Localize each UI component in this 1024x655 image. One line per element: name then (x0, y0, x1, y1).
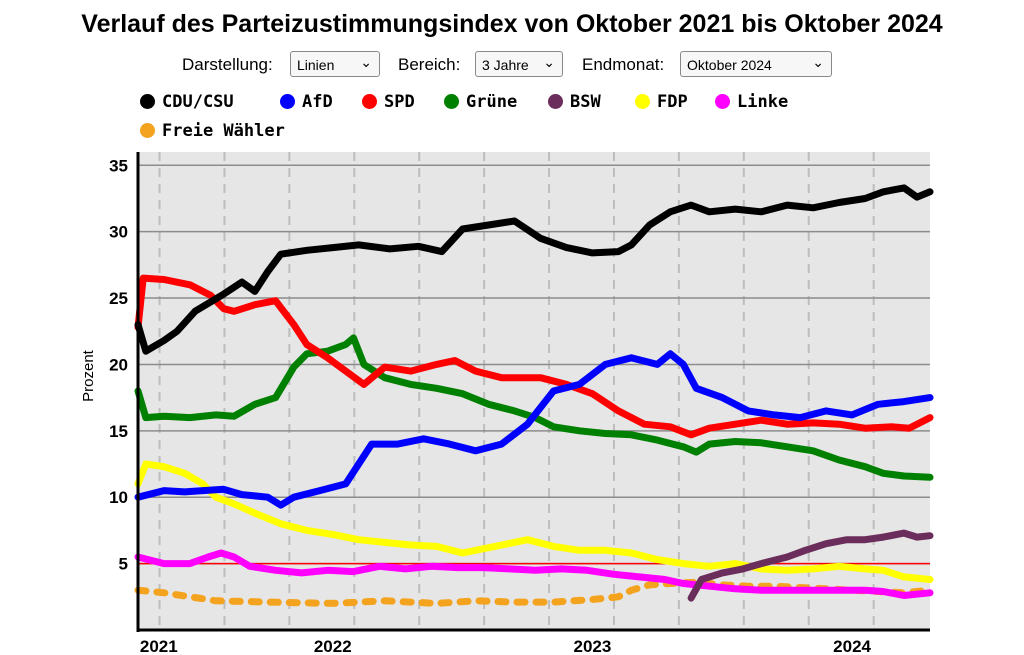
legend-swatch (635, 94, 650, 109)
legend-item[interactable]: Grüne (444, 92, 517, 112)
legend-label: FDP (657, 92, 688, 112)
legend-label: BSW (570, 92, 601, 112)
legend-item[interactable]: CDU/CSU (140, 92, 234, 112)
x-tick-label: 2022 (314, 637, 352, 655)
legend-swatch (444, 94, 459, 109)
legend-label: SPD (384, 92, 415, 112)
y-tick-label: 35 (109, 156, 128, 175)
legend-swatch (715, 94, 730, 109)
legend-item[interactable]: SPD (362, 92, 415, 112)
y-tick-label: 10 (109, 488, 128, 507)
y-tick-label: 20 (109, 355, 128, 374)
chevron-down-icon: ⌄ (543, 54, 555, 70)
chevron-down-icon: ⌄ (360, 54, 372, 70)
darstellung-value: Linien (297, 57, 335, 73)
darstellung-label: Darstellung: (182, 55, 273, 74)
legend-swatch (280, 94, 295, 109)
series-line (134, 549, 934, 599)
endmonat-label: Endmonat: (582, 55, 665, 74)
bereich-label: Bereich: (398, 55, 461, 74)
darstellung-select[interactable]: Linien ⌄ (290, 51, 380, 77)
series-line (687, 529, 934, 602)
series-line (134, 334, 934, 481)
series-line (134, 274, 934, 439)
legend-item[interactable]: FDP (635, 92, 688, 112)
endmonat-select[interactable]: Oktober 2024 ⌄ (680, 51, 832, 77)
y-tick-label: 5 (119, 555, 128, 574)
legend-label: Linke (737, 92, 789, 112)
y-tick-label: 25 (109, 289, 128, 308)
chevron-down-icon: ⌄ (812, 54, 824, 70)
plot-background (138, 152, 930, 630)
series-line (134, 184, 934, 355)
series-line (134, 460, 934, 583)
legend-label: Grüne (466, 92, 518, 112)
controls-bar: Darstellung: Linien ⌄ Bereich: 3 Jahre ⌄… (0, 51, 1024, 79)
x-tick-label: 2023 (574, 637, 612, 655)
x-tick-label: 2021 (140, 637, 178, 655)
legend-label: AfD (302, 92, 333, 112)
legend-swatch (548, 94, 563, 109)
legend-item[interactable]: Freie Wähler (140, 121, 285, 141)
legend-item[interactable]: Linke (715, 92, 788, 112)
legend-swatch (362, 94, 377, 109)
legend-label: Freie Wähler (162, 121, 285, 141)
y-tick-label: 30 (109, 223, 128, 242)
endmonat-value: Oktober 2024 (687, 57, 772, 73)
bereich-select[interactable]: 3 Jahre ⌄ (475, 51, 563, 77)
legend-swatch (140, 123, 155, 138)
y-axis-label: Prozent (80, 349, 97, 402)
page-title: Verlauf des Parteizustimmungsindex von O… (81, 10, 943, 38)
legend-item[interactable]: AfD (280, 92, 333, 112)
legend-label: CDU/CSU (162, 92, 234, 112)
series-line (134, 350, 934, 509)
legend-item[interactable]: BSW (548, 92, 601, 112)
y-tick-label: 15 (109, 422, 128, 441)
bereich-value: 3 Jahre (482, 57, 529, 73)
legend-swatch (140, 94, 155, 109)
x-tick-label: 2024 (833, 637, 871, 655)
